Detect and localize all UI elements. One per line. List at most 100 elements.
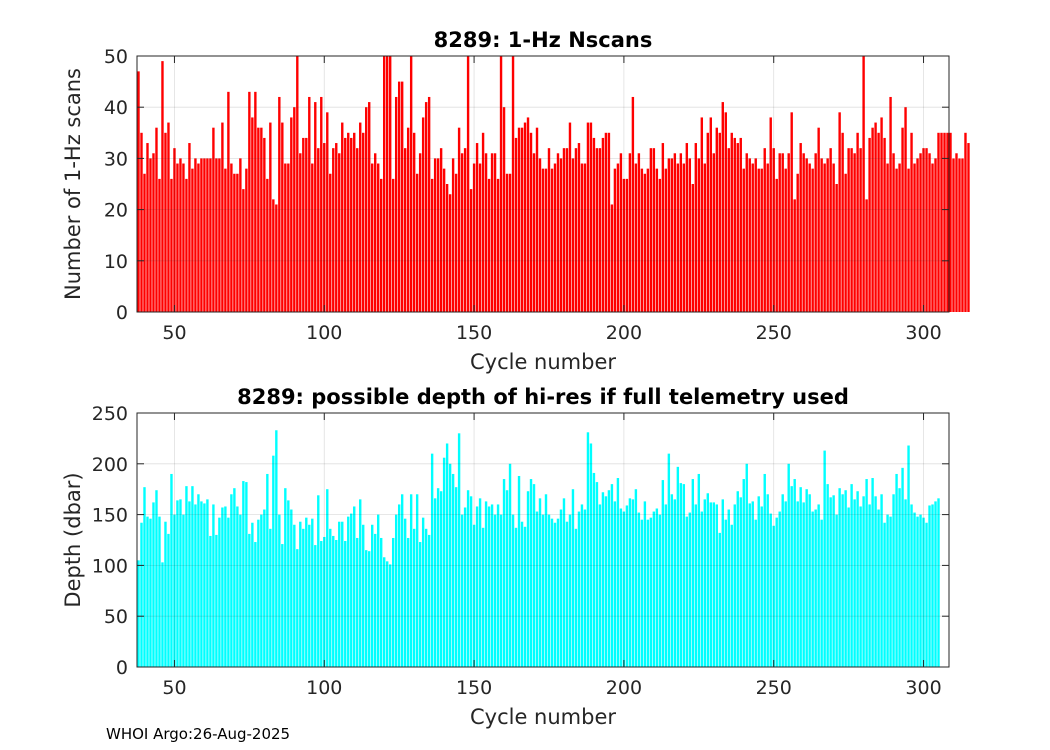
bar — [853, 499, 856, 667]
bar — [868, 504, 871, 667]
bar — [544, 168, 548, 312]
bar — [472, 163, 476, 312]
bar — [391, 537, 395, 667]
y-tick-label: 150 — [92, 505, 128, 527]
bar — [574, 148, 578, 312]
bar — [215, 158, 218, 312]
bar — [526, 117, 530, 312]
bar — [724, 112, 727, 312]
chart-1: 50 100 150 200 250 300 0 10 20 30 40 50 8289: 1-Hz N… — [61, 28, 970, 374]
bar — [904, 499, 907, 667]
bar — [365, 550, 368, 667]
bar — [179, 499, 182, 667]
bar — [709, 117, 712, 312]
bar — [496, 504, 500, 667]
bar — [338, 153, 341, 312]
bar — [724, 519, 727, 667]
bar — [700, 511, 704, 667]
bar — [445, 184, 449, 312]
bar — [481, 132, 485, 312]
bar — [212, 127, 215, 313]
bar — [335, 540, 338, 667]
bar — [820, 158, 823, 312]
bar — [652, 511, 656, 667]
bar — [203, 503, 206, 667]
bar — [149, 518, 152, 667]
bar — [778, 511, 781, 667]
bar — [634, 489, 638, 667]
bar — [146, 143, 149, 312]
bar — [436, 158, 440, 312]
bar — [314, 102, 317, 312]
bar — [859, 506, 862, 667]
bar — [278, 514, 281, 667]
bar — [730, 524, 733, 667]
bar — [197, 163, 200, 312]
bar — [529, 479, 533, 667]
bar — [359, 499, 362, 667]
bar — [844, 173, 847, 312]
bar — [182, 514, 185, 667]
bar — [571, 158, 575, 312]
bar — [829, 148, 832, 312]
bar — [832, 495, 835, 667]
bar — [955, 153, 958, 312]
bar — [880, 494, 883, 667]
bar — [931, 504, 934, 667]
bar — [643, 173, 647, 312]
bar — [583, 163, 587, 312]
bar — [556, 153, 560, 312]
bar — [772, 148, 775, 312]
bar — [886, 163, 889, 312]
bar — [538, 498, 542, 667]
bar — [943, 132, 946, 312]
bar — [314, 545, 317, 667]
bar — [493, 153, 497, 312]
bar — [227, 91, 230, 312]
bar — [889, 516, 892, 667]
bar — [308, 524, 311, 667]
chart-title: 8289: 1-Hz Nscans — [434, 28, 653, 52]
bar — [475, 506, 479, 667]
bar — [448, 194, 452, 312]
bar — [793, 199, 796, 312]
bar — [934, 501, 937, 667]
bar — [718, 532, 721, 667]
bar — [517, 475, 521, 667]
bar — [299, 153, 302, 312]
bar — [362, 132, 365, 312]
bar — [847, 148, 850, 312]
bar — [610, 484, 614, 667]
bar — [206, 158, 209, 312]
bar — [266, 178, 269, 312]
x-tick-label: 250 — [756, 677, 792, 699]
bar — [754, 158, 757, 312]
bar — [341, 122, 344, 312]
bar — [808, 494, 811, 667]
bar — [784, 501, 787, 667]
bar — [526, 491, 530, 667]
bar — [919, 153, 922, 312]
bar — [916, 158, 919, 312]
bar — [143, 487, 146, 667]
bar — [224, 506, 227, 667]
bar — [850, 148, 853, 312]
bar — [757, 168, 760, 312]
bar — [871, 478, 874, 667]
y-tick-label: 0 — [116, 657, 128, 679]
bar — [296, 549, 299, 667]
bar — [415, 494, 419, 667]
bar — [466, 56, 470, 312]
bar — [221, 507, 224, 667]
bar — [490, 153, 494, 312]
bar — [781, 153, 784, 312]
bar — [763, 148, 766, 312]
bar — [706, 493, 709, 667]
bar — [329, 528, 332, 667]
bar — [625, 178, 629, 312]
bar — [601, 137, 605, 312]
bar — [865, 199, 868, 312]
bar — [589, 443, 593, 667]
bar — [622, 511, 626, 667]
